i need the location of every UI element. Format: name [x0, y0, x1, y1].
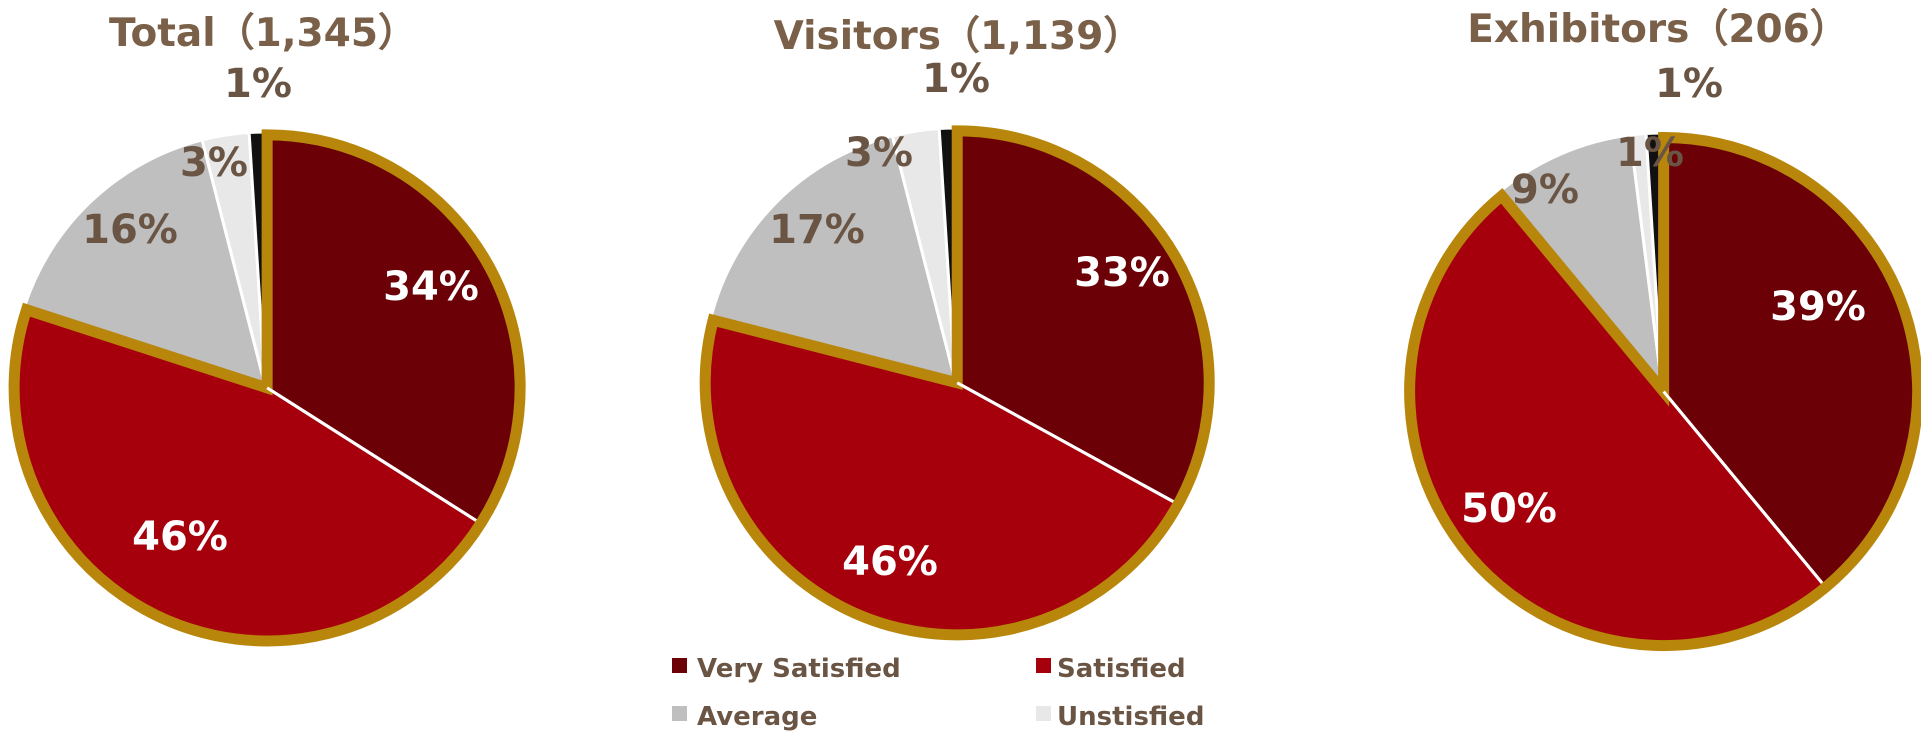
data-label-very-satisfied: 34% — [383, 264, 479, 310]
data-label-satisfied: 50% — [1461, 486, 1557, 532]
pie-slice-average — [709, 134, 958, 383]
pie-slice-average — [1497, 133, 1665, 392]
legend-label-average: Average — [697, 702, 817, 731]
charts-layer: Total（1,345）34%46%16%3%1%Visitors（1,139）… — [8, 7, 1921, 652]
data-label-very-satisfied: 39% — [1770, 284, 1866, 330]
pie-chart-title: Total（1,345） — [109, 11, 417, 56]
data-label-unsatisfied: 3% — [845, 130, 913, 176]
data-label-average: 17% — [769, 207, 865, 253]
data-label-average: 9% — [1511, 167, 1579, 213]
pie-chart-title: Exhibitors（206） — [1467, 7, 1849, 52]
data-label-unsatisfied: 1% — [1616, 130, 1684, 176]
data-label-very-unsatisfied: 1% — [1655, 61, 1723, 107]
legend-swatch-very-satisfied — [672, 658, 687, 673]
legend: Very Satisfied Satisfied Average Unstisf… — [672, 654, 1204, 731]
highlight-outline — [1404, 132, 1921, 652]
pie-chart-title: Visitors（1,139） — [774, 14, 1143, 59]
data-label-satisfied: 46% — [132, 514, 228, 560]
slice-divider — [266, 386, 477, 522]
pie-chart-3: Exhibitors（206） 39% 50% 9% 1% 1% — [1404, 7, 1921, 652]
highlight-outline — [8, 129, 526, 647]
legend-label-very-satisfied: Very Satisfied — [697, 654, 901, 684]
highlight-outline — [699, 125, 1215, 641]
legend-label-unsatisfied: Unstisfied — [1057, 702, 1204, 731]
legend-swatch-unsatisfied — [1036, 706, 1051, 721]
data-label-very-satisfied: 33% — [1074, 250, 1170, 296]
data-label-average: 16% — [82, 207, 178, 253]
legend-label-satisfied: Satisfied — [1057, 654, 1186, 684]
data-label-unsatisfied: 3% — [180, 140, 248, 186]
legend-swatch-satisfied — [1036, 658, 1051, 673]
legend-swatch-average — [672, 706, 687, 721]
data-label-satisfied: 46% — [842, 539, 938, 585]
pie-chart-1: Total（1,345） 34% 46% 16%3% 1% — [8, 11, 526, 647]
slice-divider — [956, 381, 1174, 503]
slice-divider — [1662, 390, 1823, 584]
pie-chart-2: Visitors（1,139） 33% 46% 17% 3%1% — [699, 14, 1215, 641]
data-label-very-unsatisfied: 1% — [224, 61, 292, 107]
data-label-very-unsatisfied: 1% — [922, 56, 990, 102]
